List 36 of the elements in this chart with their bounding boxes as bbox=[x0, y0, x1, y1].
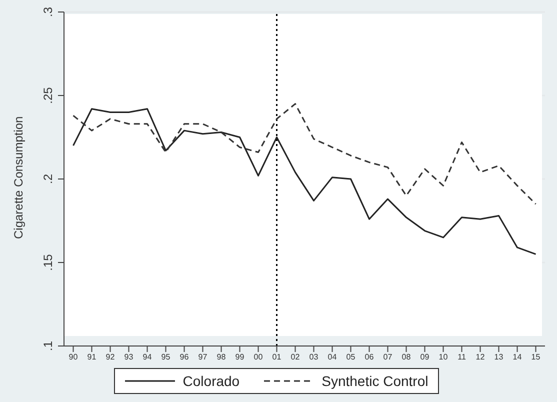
x-tick-label: 91 bbox=[87, 352, 97, 362]
x-tick-label: 97 bbox=[198, 352, 208, 362]
x-tick-label: 15 bbox=[531, 352, 541, 362]
line-series bbox=[72, 103, 536, 205]
x-tick-label: 04 bbox=[328, 352, 338, 362]
x-tick-label: 98 bbox=[216, 352, 226, 362]
x-tick-label: 90 bbox=[68, 352, 78, 362]
x-tick-label: 11 bbox=[458, 352, 466, 362]
x-tick-label: 12 bbox=[476, 352, 486, 362]
x-tick-label: 99 bbox=[235, 352, 245, 362]
x-tick-label: 13 bbox=[494, 352, 504, 362]
y-tick-label: .2 bbox=[41, 174, 55, 184]
x-tick-label: 14 bbox=[512, 352, 522, 362]
x-tick-label: 02 bbox=[290, 352, 300, 362]
x-tick-label: 93 bbox=[124, 352, 134, 362]
y-tick-label: .1 bbox=[41, 340, 55, 352]
x-tick-label: 92 bbox=[106, 352, 116, 362]
legend-label: Colorado bbox=[182, 373, 240, 389]
y-tick-label: .15 bbox=[41, 254, 55, 271]
x-tick-label: 03 bbox=[309, 352, 319, 362]
y-tick-label: .25 bbox=[41, 86, 55, 104]
x-tick-label: 10 bbox=[438, 352, 448, 362]
x-tick-label: 95 bbox=[161, 352, 171, 362]
legend-label: Synthetic Control bbox=[320, 373, 428, 389]
x-tick-label: 94 bbox=[142, 352, 152, 362]
x-tick-label: 01 bbox=[272, 352, 282, 362]
y-axis-title: Cigarette Consumption bbox=[11, 116, 26, 239]
x-tick-label: 07 bbox=[383, 352, 393, 362]
x-tick-label: 06 bbox=[364, 352, 374, 362]
x-tick-label: 96 bbox=[180, 352, 190, 362]
y-tick-label: .3 bbox=[41, 6, 55, 18]
x-tick-label: 08 bbox=[402, 352, 412, 362]
x-tick-label: 05 bbox=[346, 352, 356, 362]
line-series bbox=[72, 108, 536, 255]
x-tick-label: 00 bbox=[254, 352, 264, 362]
x-tick-label: 09 bbox=[420, 352, 430, 362]
